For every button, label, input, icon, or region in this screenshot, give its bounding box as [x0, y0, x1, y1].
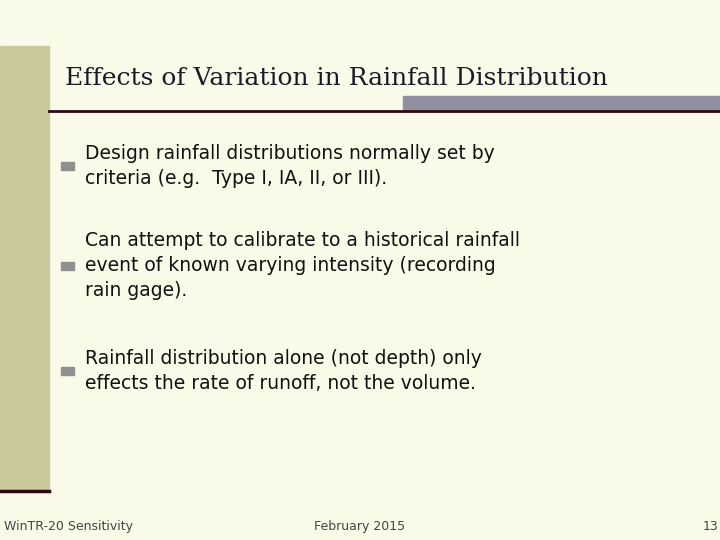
Bar: [61, 367, 74, 375]
Text: 13: 13: [703, 520, 719, 533]
Text: February 2015: February 2015: [315, 520, 405, 533]
Bar: [0, 46, 49, 491]
Bar: [403, 96, 720, 111]
Bar: [61, 262, 74, 270]
Text: Can attempt to calibrate to a historical rainfall
event of known varying intensi: Can attempt to calibrate to a historical…: [85, 232, 520, 300]
Text: Design rainfall distributions normally set by
criteria (e.g.  Type I, IA, II, or: Design rainfall distributions normally s…: [85, 144, 495, 188]
Text: WinTR-20 Sensitivity: WinTR-20 Sensitivity: [4, 520, 132, 533]
Text: Effects of Variation in Rainfall Distribution: Effects of Variation in Rainfall Distrib…: [65, 67, 608, 90]
Bar: [61, 162, 74, 170]
Text: Rainfall distribution alone (not depth) only
effects the rate of runoff, not the: Rainfall distribution alone (not depth) …: [85, 349, 482, 393]
